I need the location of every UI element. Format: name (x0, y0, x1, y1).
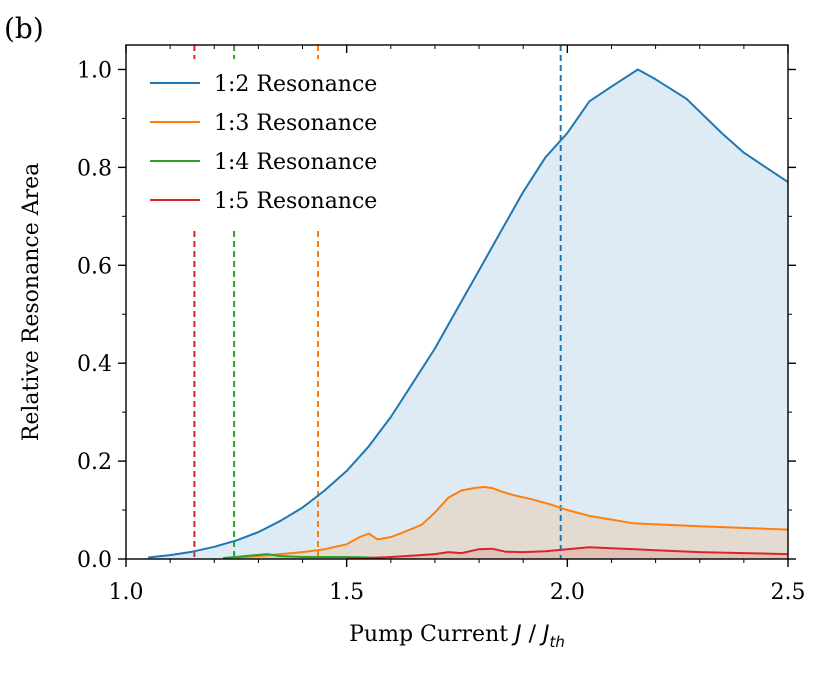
line-1-5-resonance (346, 546, 789, 560)
plot-frame (125, 44, 789, 560)
x-axis-label-main: Pump Current (349, 622, 515, 647)
x-axis-label-j: J (511, 622, 522, 647)
y-tick-label: 0.2 (77, 450, 112, 475)
y-tick-label: 0.0 (77, 548, 112, 573)
line-1-2-resonance (147, 68, 789, 559)
panel-label: (b) (4, 12, 44, 45)
x-tick-label: 1.0 (109, 580, 144, 605)
y-tick-label: 1.0 (77, 58, 112, 83)
axis-ticks: 1.0 1.5 2.0 2.5 0.0 0.2 0.4 0.6 0.8 1.0 (77, 45, 806, 605)
y-tick-label: 0.6 (77, 254, 112, 279)
legend-label-1-4-resonance: 1:4 Resonance (214, 150, 377, 175)
x-tick-label: 2.5 (771, 580, 806, 605)
x-tick-label: 1.5 (329, 580, 364, 605)
legend-label-1-3-resonance: 1:3 Resonance (214, 111, 377, 136)
y-tick-label: 0.4 (77, 352, 112, 377)
area-1-3-resonance (236, 487, 789, 559)
area-fills (148, 69, 789, 559)
y-axis-label: Relative Resonance Area (19, 163, 44, 442)
line-1-3-resonance (236, 486, 789, 559)
series-lines (147, 68, 789, 560)
area-1-2-resonance (148, 69, 789, 559)
x-axis-label: Pump Current J / Jth (349, 622, 565, 651)
legend-label-1-5-resonance: 1:5 Resonance (214, 189, 377, 214)
y-tick-label: 0.8 (77, 156, 112, 181)
line-1-4-resonance (223, 553, 383, 560)
legend-label-1-2-resonance: 1:2 Resonance (214, 72, 377, 97)
x-axis-label-sep: / (522, 622, 543, 647)
legend: 1:2 Resonance 1:3 Resonance 1:4 Resonance 1… (150, 72, 377, 214)
threshold-lines (193, 45, 562, 559)
x-axis-label-jth: J (539, 622, 550, 647)
x-tick-label: 2.0 (550, 580, 585, 605)
x-axis-label-jth-sub: th (549, 633, 564, 651)
area-1-5-resonance (346, 547, 788, 559)
